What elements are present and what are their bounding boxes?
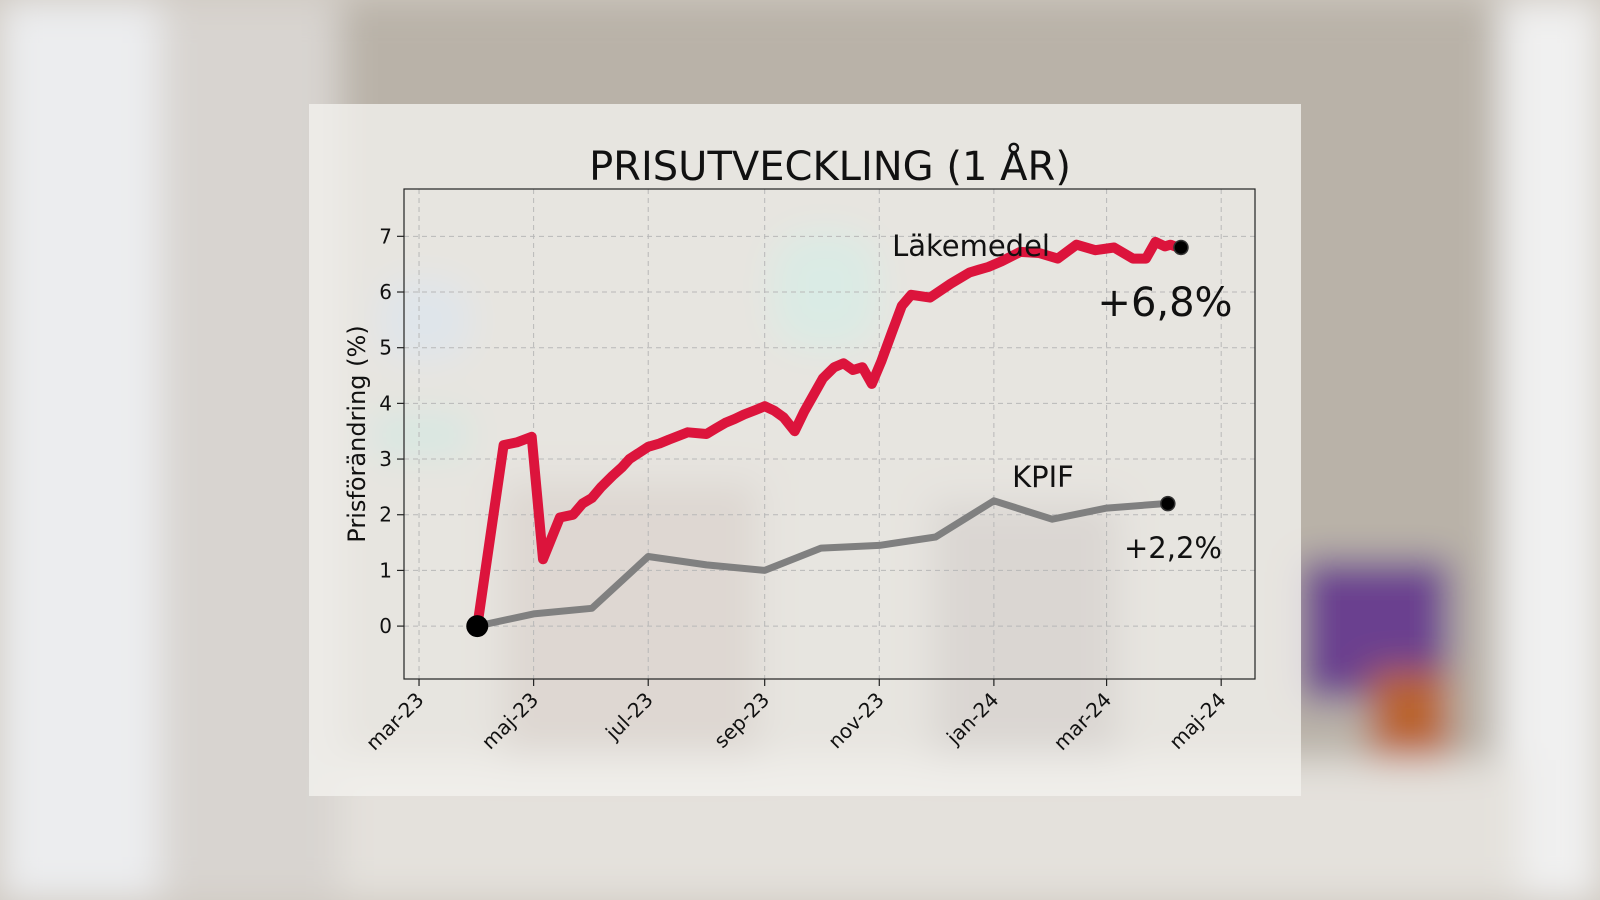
y-axis-label: Prisförändring (%) (343, 325, 371, 542)
x-tick-label: mar-23 (361, 688, 428, 755)
y-tick-label: 3 (379, 447, 392, 471)
x-tick-label: nov-23 (823, 688, 889, 754)
start-marker (466, 615, 489, 638)
labels-layer: Läkemedel KPIF +6,8% +2,2% (892, 229, 1233, 565)
x-tick-label: maj-24 (1164, 688, 1230, 754)
kpif-line (473, 497, 1169, 630)
kpif-end-marker (1160, 495, 1176, 512)
x-tick-label: jul-23 (600, 688, 658, 746)
grid (404, 189, 1255, 679)
y-tick-label: 0 (379, 614, 392, 638)
series-label-lakemedel: Läkemedel (892, 229, 1050, 263)
chart-title: PRISUTVECKLING (1 ÅR) (589, 142, 1071, 190)
y-tick-label: 6 (379, 280, 392, 304)
y-tick-label: 2 (379, 503, 392, 527)
lakemedel-end-marker (1173, 239, 1189, 256)
series-layer (466, 236, 1189, 638)
y-tick-label: 5 (379, 336, 392, 360)
series-label-kpif: KPIF (1012, 460, 1074, 494)
end-value-lakemedel: +6,8% (1097, 280, 1232, 326)
end-value-kpif: +2,2% (1124, 531, 1222, 565)
plot-frame (403, 188, 1256, 680)
y-tick-label: 7 (379, 224, 392, 248)
x-tick-label: jan-24 (941, 688, 1003, 750)
x-tick-label: mar-24 (1049, 688, 1116, 755)
y-tick-label: 4 (379, 391, 392, 415)
x-axis: mar-23 maj-23 jul-23 sep-23 nov-23 jan-24 mar-… (361, 679, 1231, 755)
lakemedel-line (472, 236, 1183, 632)
y-axis: 0 1 2 3 4 5 6 7 (379, 224, 404, 638)
x-tick-label: maj-23 (477, 688, 543, 754)
x-tick-label: sep-23 (709, 688, 774, 753)
y-tick-label: 1 (379, 558, 392, 582)
chart-panel (309, 104, 1301, 796)
